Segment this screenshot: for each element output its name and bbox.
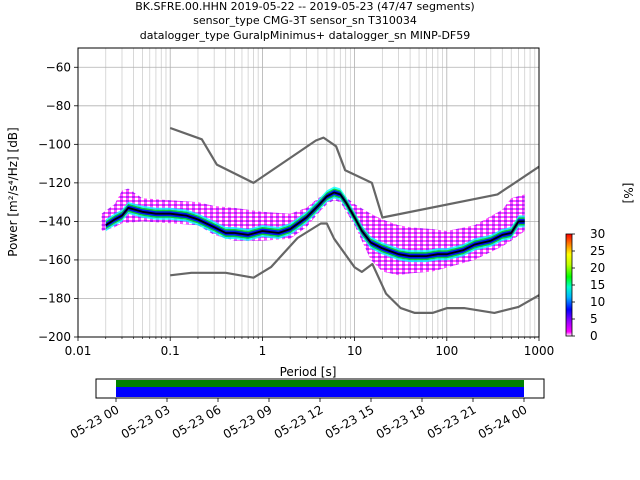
y-tick-label: −200 [38, 330, 71, 344]
y-tick-label: −160 [38, 253, 71, 267]
plot-frame [77, 47, 540, 338]
timeline-segment-top [116, 380, 524, 387]
title-line-3: datalogger_type GuralpMinimus+ datalogge… [140, 29, 471, 42]
x-tick-label: 1 [259, 344, 267, 358]
series-noise-model-low [170, 222, 539, 314]
timeline-tick-label: 05-23 09 [221, 402, 275, 441]
colorbar-tick-label: 0 [590, 329, 598, 343]
plot-data [101, 126, 539, 314]
x-tick-label: 0.1 [161, 344, 180, 358]
x-tick-label: 1000 [524, 344, 555, 358]
x-tick-label: 100 [435, 344, 458, 358]
timeline-tick-label: 05-24 00 [476, 402, 530, 441]
colorbar-tick-label: 25 [590, 244, 605, 258]
colorbar-tick-label: 30 [590, 227, 605, 241]
title-line-1: BK.SFRE.00.HHN 2019-05-22 -- 2019-05-23 … [135, 0, 474, 13]
x-axis-ticks: 0.01 0.1 1 10 100 1000 [65, 337, 555, 358]
colorbar-ticks: 0 5 10 15 20 25 30 [572, 227, 605, 343]
y-tick-label: −80 [46, 99, 71, 113]
timeline-tick-label: 05-23 18 [374, 402, 428, 441]
x-tick-label: 10 [347, 344, 362, 358]
y-tick-label: −180 [38, 291, 71, 305]
y-axis-label: Power [m²/s⁴/Hz] [dB] [6, 127, 20, 256]
y-tick-label: −100 [38, 137, 71, 151]
colorbar [565, 233, 573, 337]
timeline-segment-bottom [116, 387, 524, 397]
colorbar-tick-label: 20 [590, 261, 605, 275]
y-tick-label: −60 [46, 60, 71, 74]
colorbar-label: [%] [621, 183, 635, 204]
timeline-tick-label: 05-23 21 [425, 402, 479, 441]
timeline-tick-label: 05-23 00 [68, 402, 122, 441]
x-tick-label: 0.01 [65, 344, 92, 358]
timeline-tick-label: 05-23 12 [272, 402, 326, 441]
x-axis-label: Period [s] [280, 365, 337, 379]
timeline-tick-label: 05-23 03 [119, 402, 173, 441]
colorbar-tick-label: 10 [590, 295, 605, 309]
series-noise-model-high [169, 126, 539, 219]
colorbar-tick-label: 15 [590, 278, 605, 292]
y-axis-ticks: −200 −180 −160 −140 −120 −100 −80 −60 [38, 60, 78, 344]
colorbar-tick-label: 5 [590, 312, 598, 326]
title-line-2: sensor_type CMG-3T sensor_sn T310034 [193, 14, 417, 27]
y-tick-label: −140 [38, 214, 71, 228]
timeline-tick-label: 05-23 15 [323, 402, 377, 441]
y-tick-label: −120 [38, 176, 71, 190]
plot-background [78, 48, 539, 337]
timeline-tick-label: 05-23 06 [170, 402, 224, 441]
series-mode [105, 191, 525, 257]
